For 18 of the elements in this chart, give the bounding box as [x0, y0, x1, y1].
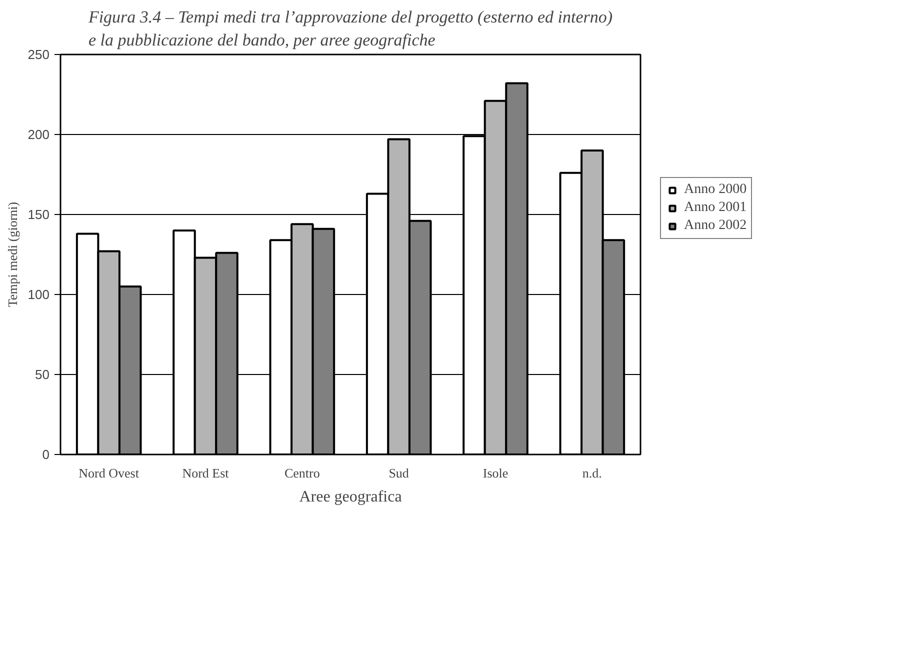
legend-label: Anno 2000: [684, 182, 747, 198]
chart-title: Figura 3.4 – Tempi medi tra l’approvazione del progetto (esterno ed interno) e la pubblicazione del bando, per aree geografiche: [87, 8, 613, 50]
x-tick-label: Isole: [482, 466, 508, 480]
y-tick-label: 100: [28, 287, 50, 302]
x-tick-label: n.d.: [582, 466, 602, 480]
x-axis-title: Aree geografica: [299, 488, 402, 506]
x-tick-label: Nord Ovest: [78, 466, 140, 480]
x-tick-label: Sud: [388, 466, 410, 480]
legend-label: Anno 2001: [684, 200, 747, 216]
x-tick-label: Nord Est: [182, 466, 230, 480]
y-tick-label: 50: [35, 367, 50, 382]
y-tick-label: 150: [28, 207, 50, 222]
legend-label: Anno 2002: [684, 218, 747, 234]
y-tick-label: 0: [42, 447, 50, 462]
y-axis-title: Tempi medi (giorni): [4, 202, 20, 308]
y-tick-label: 250: [28, 47, 50, 62]
y-tick-label: 200: [28, 127, 50, 142]
x-tick-label: Centro: [284, 466, 320, 480]
